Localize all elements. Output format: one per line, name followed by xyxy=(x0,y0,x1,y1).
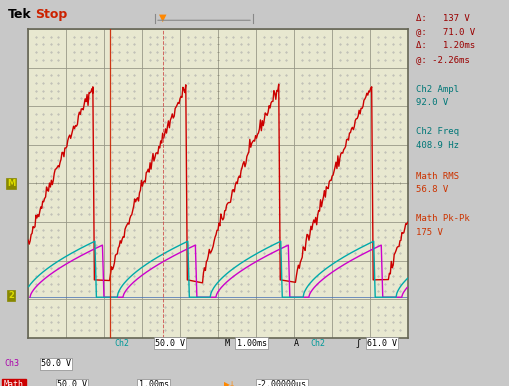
Text: M: M xyxy=(7,179,15,188)
Text: 61.0 V: 61.0 V xyxy=(366,339,397,348)
Text: Math: Math xyxy=(4,380,24,386)
Text: Ch2: Ch2 xyxy=(114,339,129,348)
Text: ʃ: ʃ xyxy=(354,339,359,348)
Text: 56.8 V: 56.8 V xyxy=(415,185,447,194)
Text: 1.00ms: 1.00ms xyxy=(236,339,266,348)
Text: Math Pk-Pk: Math Pk-Pk xyxy=(415,214,469,223)
Text: 2: 2 xyxy=(8,291,14,300)
Text: A: A xyxy=(293,339,298,348)
Text: Ch2 Freq: Ch2 Freq xyxy=(415,127,458,136)
Text: 50.0 V: 50.0 V xyxy=(155,339,185,348)
Text: Ch2: Ch2 xyxy=(309,339,324,348)
Text: ▶↓: ▶↓ xyxy=(224,380,236,386)
Text: M: M xyxy=(224,339,229,348)
Text: Δ:   137 V: Δ: 137 V xyxy=(415,14,469,22)
Text: -2.00000μs: -2.00000μs xyxy=(257,380,306,386)
Text: @:   71.0 V: @: 71.0 V xyxy=(415,27,474,36)
Text: Math RMS: Math RMS xyxy=(415,172,458,181)
Text: @: -2.26ms: @: -2.26ms xyxy=(415,55,469,64)
Text: 50.0 V: 50.0 V xyxy=(57,380,87,386)
Text: 92.0 V: 92.0 V xyxy=(415,98,447,107)
Text: Tek: Tek xyxy=(8,8,32,21)
Text: 1.00ms: 1.00ms xyxy=(138,380,168,386)
Text: 175 V: 175 V xyxy=(415,228,442,237)
Text: 408.9 Hz: 408.9 Hz xyxy=(415,141,458,150)
Text: 50.0 V: 50.0 V xyxy=(41,359,71,369)
Text: Δ:   1.20ms: Δ: 1.20ms xyxy=(415,41,474,50)
Text: Stop: Stop xyxy=(35,8,67,21)
Text: Ch3: Ch3 xyxy=(4,359,19,369)
Text: Ch2 Ampl: Ch2 Ampl xyxy=(415,85,458,94)
Text: ▼: ▼ xyxy=(159,13,166,23)
